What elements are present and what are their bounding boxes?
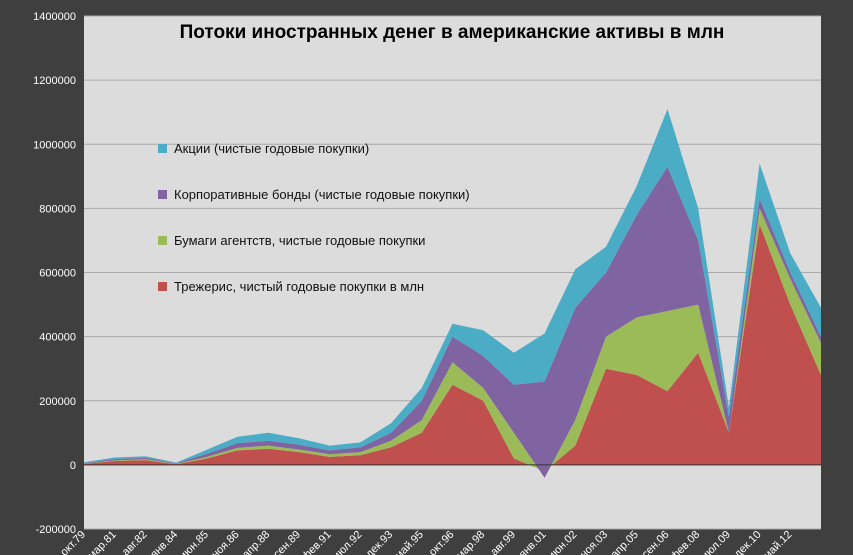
legend-label: Акции (чистые годовые покупки) xyxy=(174,141,369,156)
area-series-1 xyxy=(84,208,821,478)
area-layer xyxy=(84,109,821,478)
legend-label: Корпоративные бонды (чистые годовые поку… xyxy=(174,187,470,202)
legend-swatch xyxy=(158,190,167,199)
legend-swatch xyxy=(158,282,167,291)
legend: Акции (чистые годовые покупки) Корпоратив… xyxy=(158,141,470,294)
y-tick-label: 600000 xyxy=(39,268,76,280)
y-tick-label: 1200000 xyxy=(33,75,76,87)
y-tick-labels: 1400000 1200000 1000000 800000 600000 400000 2… xyxy=(33,11,76,536)
area-series-0 xyxy=(84,224,821,472)
legend-swatch xyxy=(158,236,167,245)
y-tick-label: 1400000 xyxy=(33,11,76,23)
y-tick-label: 800000 xyxy=(39,203,76,215)
y-tick-label: 1000000 xyxy=(33,139,76,151)
legend-swatch xyxy=(158,144,167,153)
y-tick-label: 0 xyxy=(70,460,76,472)
legend-label: Бумаги агентств, чистые годовые покупки xyxy=(174,233,425,248)
area-series-2 xyxy=(84,166,821,478)
area-series-3 xyxy=(84,109,821,464)
legend-label: Трежерис, чистый годовые покупки в млн xyxy=(174,279,424,294)
y-tick-label: 400000 xyxy=(39,332,76,344)
chart-title: Потоки иностранных денег в американские … xyxy=(180,22,725,43)
y-tick-label: -200000 xyxy=(36,524,76,536)
y-tick-label: 200000 xyxy=(39,396,76,408)
